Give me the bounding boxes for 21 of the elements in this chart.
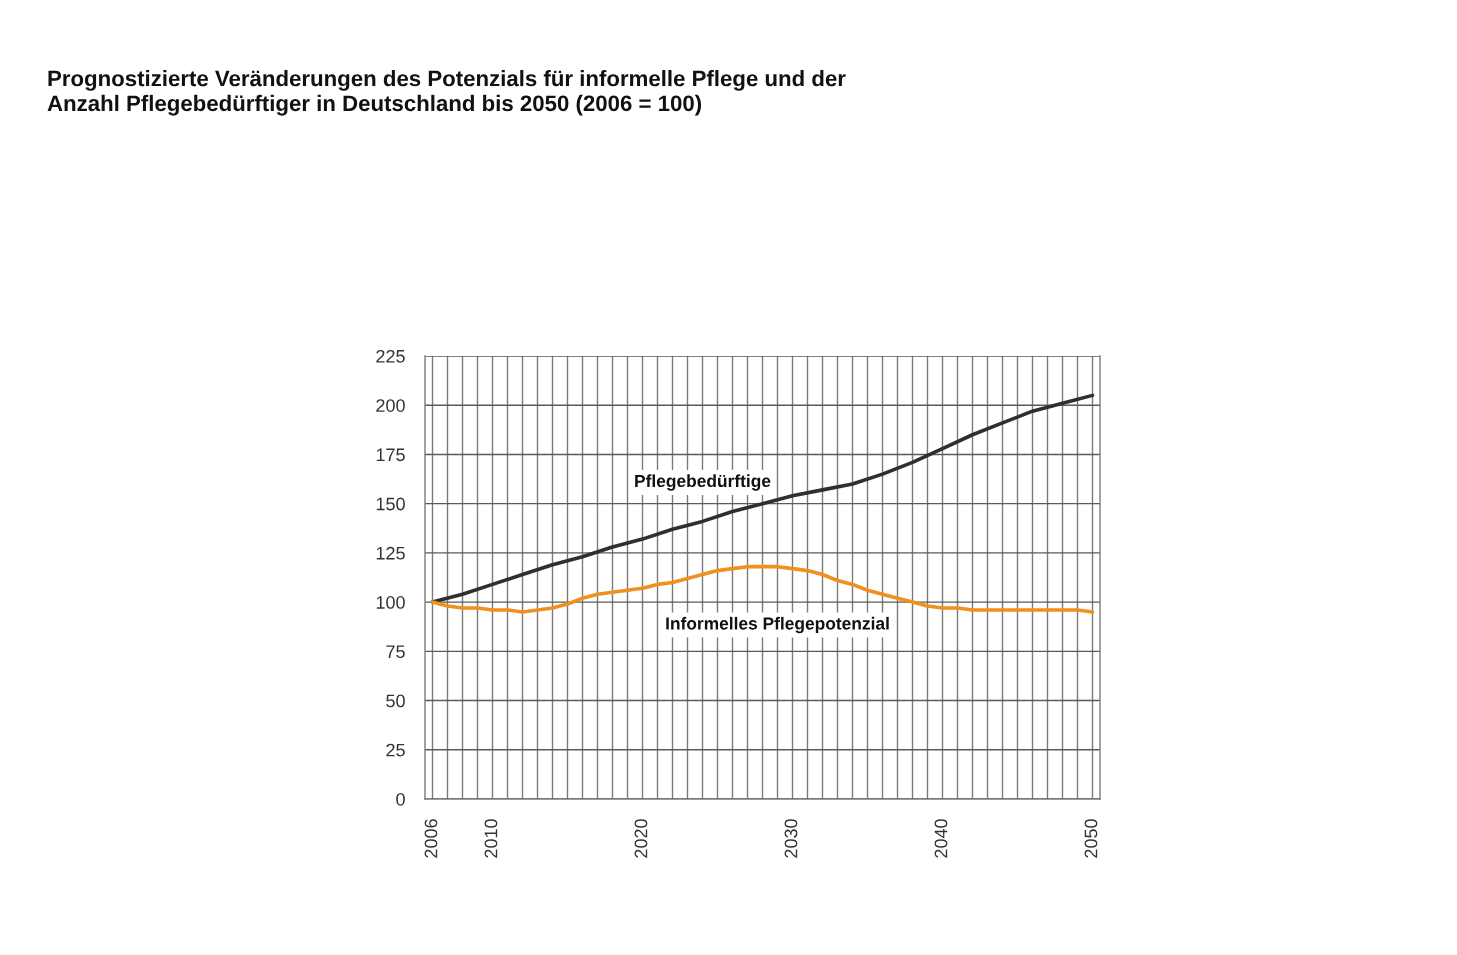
- y-tick-label: 0: [396, 792, 405, 806]
- chart-title: Prognostizierte Veränderungen des Potenzials für informelle Pflege und der Anzahl Pflegebedürftiger in Deutschland bis 2050 (2006 = 100): [47, 70, 846, 116]
- x-tick-label: 2020: [634, 819, 648, 858]
- series-label: Informelles Pflegepotenzial: [666, 616, 889, 634]
- series-label: Pflegebedürftige: [635, 474, 771, 491]
- y-tick-label: 175: [376, 448, 405, 462]
- line-series: [430, 393, 1095, 604]
- x-tick-label: 2040: [934, 819, 948, 858]
- y-tick-label: 25: [386, 743, 405, 757]
- y-tick-label: 50: [386, 694, 405, 708]
- x-tick-label: 2010: [484, 819, 498, 858]
- y-tick-label: 100: [376, 596, 405, 609]
- x-tick-label: 2050: [1084, 819, 1098, 858]
- line-series: [430, 564, 1095, 614]
- x-tick-label: 2030: [784, 819, 798, 858]
- y-tick-label: 225: [376, 349, 405, 363]
- y-tick-label: 200: [376, 399, 405, 412]
- x-tick-label: 2006: [424, 819, 438, 858]
- y-tick-label: 125: [376, 546, 405, 560]
- y-tick-label: 75: [386, 645, 405, 659]
- y-tick-label: 150: [376, 497, 405, 511]
